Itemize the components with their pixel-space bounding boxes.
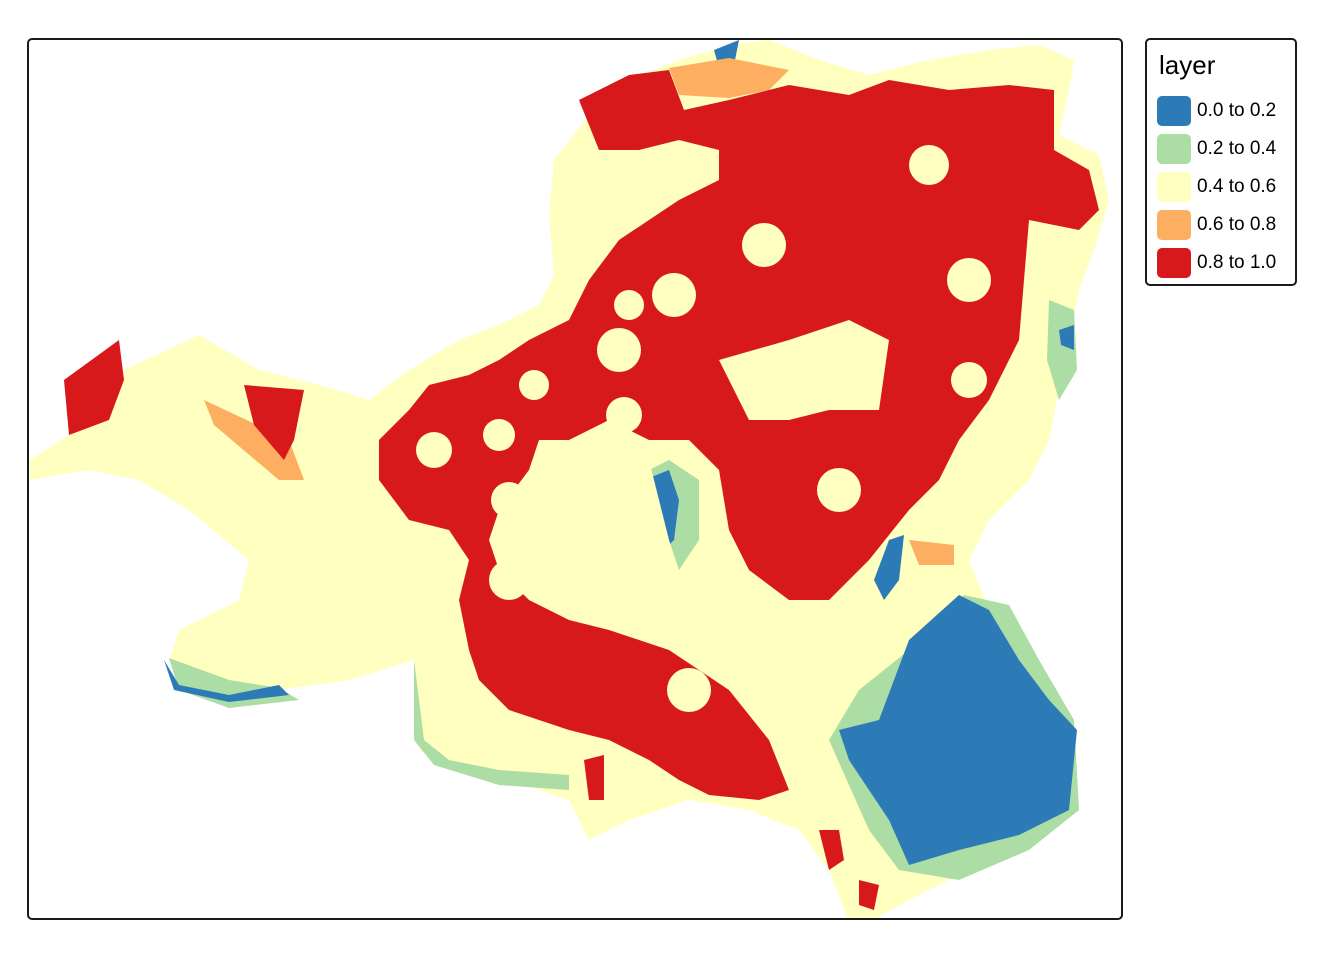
legend-swatch [1157,172,1191,202]
region-class-0.0-0.2-sw [164,660,289,702]
legend-item: 0.0 to 0.2 [1157,94,1276,128]
hole-8 [483,419,515,451]
hole-16 [719,320,889,420]
hole-7 [519,370,549,400]
legend-item: 0.8 to 1.0 [1157,246,1276,280]
legend-title: layer [1159,50,1216,80]
region-class-0.0-0.2-small3 [1059,325,1074,350]
legend-label: 0.0 to 0.2 [1197,100,1277,121]
legend-swatch [1157,134,1191,164]
hole-6 [597,328,641,372]
hole-12 [817,468,861,512]
hole-2 [947,258,991,302]
legend-label: 0.6 to 0.8 [1197,214,1277,235]
legend: layer 0.0 to 0.2 0.2 to 0.4 0.4 to 0.6 0… [1145,38,1297,286]
hole-3 [742,223,786,267]
region-class-0.2-0.4-south2 [414,660,569,790]
legend-swatch [1157,210,1191,240]
region-class-0.8-1.0-west [64,340,124,435]
region-class-0.8-1.0-west2 [244,385,304,460]
hole-5 [614,290,644,320]
hole-10 [606,397,642,433]
map-panel[interactable] [27,38,1123,920]
region-class-0.8-1.0-south3 [584,755,604,800]
legend-swatch [1157,96,1191,126]
region-class-0.6-0.8-west [204,400,304,480]
raster-map [30,40,1109,918]
legend-label: 0.4 to 0.6 [1197,176,1277,197]
hole-9 [416,432,452,468]
hole-13 [951,362,987,398]
region-class-0.0-0.2-small2 [874,535,904,600]
hole-14 [667,668,711,712]
region-class-0.0-0.2-east [839,595,1077,865]
legend-item: 0.4 to 0.6 [1157,170,1276,204]
region-class-0.6-0.8-north [669,58,789,98]
region-class-0.2-0.4-ne [1047,300,1077,400]
region-class-0.6-0.8-se [909,540,954,565]
legend-item: 0.6 to 0.8 [1157,208,1276,242]
hole-11 [491,482,527,518]
hole-4 [652,273,696,317]
region-class-0.8-1.0-south [819,830,844,870]
legend-label: 0.8 to 1.0 [1197,252,1277,273]
hole-17 [529,460,689,640]
legend-label: 0.2 to 0.4 [1197,138,1277,159]
hole-15 [489,560,529,600]
region-class-0.8-1.0-main [379,70,1099,800]
region-class-0.8-1.0-south2 [859,880,879,910]
hole-1 [909,145,949,185]
legend-swatch [1157,248,1191,278]
legend-item: 0.2 to 0.4 [1157,132,1276,166]
